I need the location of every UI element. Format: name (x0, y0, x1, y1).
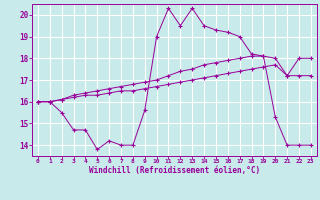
X-axis label: Windchill (Refroidissement éolien,°C): Windchill (Refroidissement éolien,°C) (89, 166, 260, 175)
